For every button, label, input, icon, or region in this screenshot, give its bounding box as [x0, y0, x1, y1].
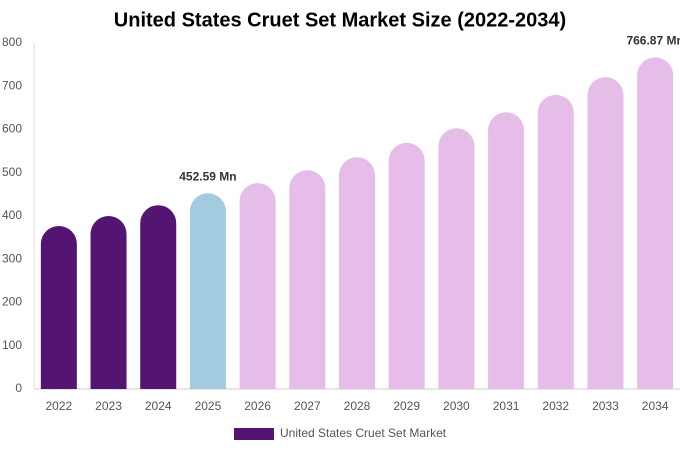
x-tick-label: 2025	[195, 399, 222, 413]
y-tick-label: 300	[2, 251, 22, 265]
y-tick-label: 800	[2, 35, 22, 49]
chart-title: United States Cruet Set Market Size (202…	[114, 9, 566, 31]
bar	[40, 225, 77, 389]
bar	[140, 205, 177, 389]
bar	[239, 183, 276, 389]
x-tick-label: 2027	[294, 399, 321, 413]
y-tick-label: 0	[15, 381, 22, 395]
bar	[488, 112, 525, 389]
y-tick-label: 200	[2, 295, 22, 309]
y-tick-label: 600	[2, 122, 22, 136]
x-tick-label: 2026	[244, 399, 271, 413]
bar	[189, 193, 226, 389]
x-tick-label: 2023	[95, 399, 122, 413]
x-tick-label: 2030	[443, 399, 470, 413]
y-tick-label: 500	[2, 165, 22, 179]
bar	[587, 77, 624, 389]
x-tick-label: 2031	[493, 399, 520, 413]
value-label: 452.59 Mn	[179, 169, 236, 183]
value-label: 766.87 Mn	[626, 34, 680, 48]
x-tick-label: 2028	[344, 399, 371, 413]
x-tick-label: 2032	[542, 399, 569, 413]
bar	[388, 142, 425, 389]
x-tick-label: 2034	[642, 399, 669, 413]
bar	[637, 57, 674, 389]
legend-swatch	[234, 428, 274, 440]
x-tick-label: 2029	[393, 399, 420, 413]
legend-label: United States Cruet Set Market	[280, 426, 447, 440]
y-tick-label: 100	[2, 338, 22, 352]
x-tick-label: 2022	[45, 399, 72, 413]
x-tick-label: 2033	[592, 399, 619, 413]
bar	[90, 216, 127, 389]
y-tick-label: 700	[2, 78, 22, 92]
bar	[289, 170, 326, 389]
y-tick-label: 400	[2, 208, 22, 222]
x-tick-label: 2024	[145, 399, 172, 413]
bar	[438, 128, 475, 389]
bar	[339, 157, 375, 389]
bar	[537, 94, 574, 389]
